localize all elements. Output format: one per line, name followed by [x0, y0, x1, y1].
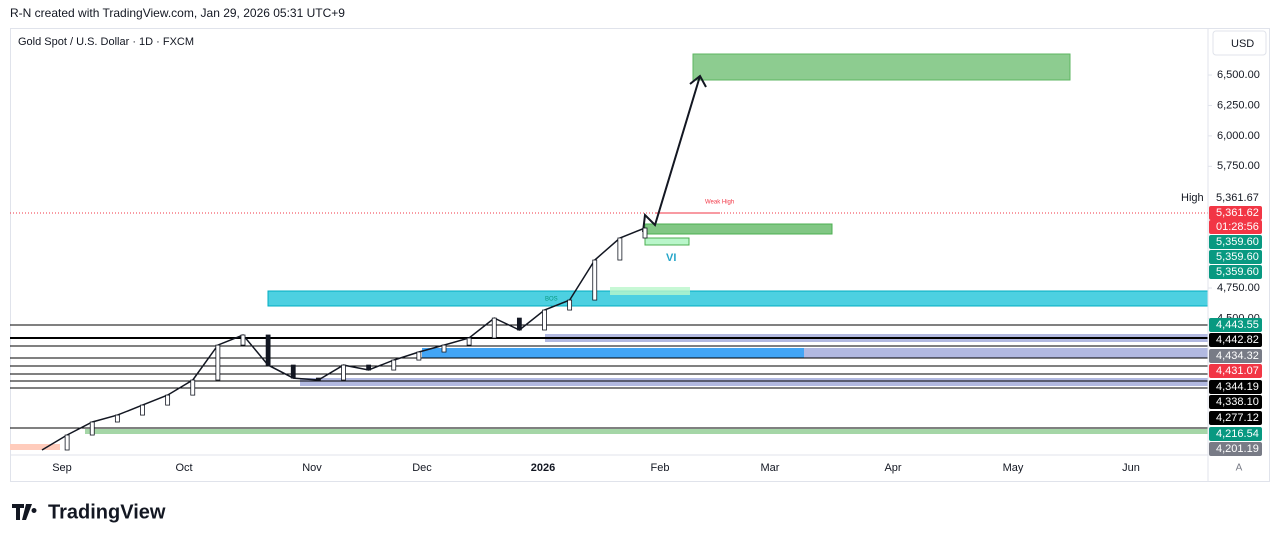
price-tag [1209, 364, 1262, 378]
candle [617, 237, 623, 261]
zone [85, 429, 1208, 434]
price-tag-label: 4,201.19 [1216, 443, 1259, 455]
price-tag [1209, 191, 1262, 205]
candle [140, 404, 145, 416]
level-lines [10, 324, 1208, 429]
y-tick-label: 4,750.00 [1217, 282, 1260, 294]
chart-frame [10, 28, 1270, 482]
logo [12, 504, 37, 520]
zone [644, 223, 833, 235]
candle [315, 377, 321, 381]
candle [89, 421, 95, 436]
candle [416, 351, 422, 361]
candle [391, 359, 397, 371]
candle [542, 309, 547, 331]
candle [190, 379, 196, 396]
scale-mode[interactable]: A [1236, 463, 1243, 474]
target-zone [692, 53, 1071, 81]
price-tag-label: 4,443.55 [1216, 319, 1259, 331]
zone [267, 290, 1209, 307]
price-tag [1209, 395, 1262, 409]
price-tag [1209, 349, 1262, 363]
candle [516, 317, 522, 331]
x-tick-label: 2026 [531, 462, 555, 474]
candle [341, 364, 346, 381]
candle [165, 394, 171, 406]
zone [422, 348, 804, 358]
y-tick-label: 5,750.00 [1217, 160, 1260, 172]
zone [422, 348, 1208, 358]
price-tag-label: 4,277.12 [1216, 412, 1259, 424]
annotation: Weak High [705, 200, 734, 206]
annotation: BOS [545, 297, 558, 303]
x-tick-label: Dec [412, 462, 432, 474]
price-tag-label: 5,359.60 [1216, 266, 1259, 278]
candle [64, 434, 70, 451]
candle [491, 317, 497, 339]
price-tag [1209, 220, 1262, 234]
candle [240, 334, 246, 346]
price-tag [1209, 206, 1262, 220]
price-tag-label: 4,434.32 [1216, 350, 1259, 362]
price-tag-label: 4,442.82 [1216, 334, 1259, 346]
annotation: VI [666, 252, 676, 264]
zone [610, 287, 690, 295]
price-tag [1209, 318, 1262, 332]
price-tag-label: 5,361.67 [1216, 192, 1259, 204]
price-tag [1209, 380, 1262, 394]
credit: R-N created with TradingView.com, Jan 29… [10, 6, 345, 20]
zone [10, 444, 60, 450]
candle [441, 344, 447, 353]
candle [642, 227, 648, 239]
currency-button[interactable] [1212, 30, 1267, 56]
candle [290, 364, 296, 379]
candle [114, 414, 120, 423]
price-tag [1209, 265, 1262, 279]
price-tag [1209, 333, 1262, 347]
price-tag [1209, 442, 1262, 456]
y-tick-label: 6,250.00 [1217, 99, 1260, 111]
price-tag-label: 01:28:56 [1216, 221, 1259, 233]
x-tick-label: Nov [302, 462, 322, 474]
x-tick-label: Oct [175, 462, 192, 474]
candle [466, 337, 472, 346]
price-tag-label: 5,359.60 [1216, 251, 1259, 263]
candle [265, 334, 271, 366]
price-tag [1209, 250, 1262, 264]
price-tag-label: 4,431.07 [1216, 365, 1259, 377]
y-tick-label: 6,000.00 [1217, 130, 1260, 142]
x-tick-label: Mar [761, 462, 780, 474]
projection-arrow [642, 75, 701, 233]
brand: TradingView [48, 501, 166, 523]
price-tag [1209, 411, 1262, 425]
x-tick-label: Jun [1122, 462, 1140, 474]
y-tick-label: 6,500.00 [1217, 69, 1260, 81]
high-label: High [1181, 192, 1204, 204]
x-tick-label: Sep [52, 462, 72, 474]
x-tick-label: May [1003, 462, 1024, 474]
price-tag [1209, 235, 1262, 249]
x-tick-label: Feb [651, 462, 670, 474]
candle [366, 364, 372, 371]
price-tag-label: 4,344.19 [1216, 381, 1259, 393]
price-tag [1209, 427, 1262, 441]
price-tag-label: 4,216.54 [1216, 428, 1259, 440]
candle [567, 299, 573, 311]
candle [215, 344, 221, 381]
price-tag-label: 5,359.60 [1216, 236, 1259, 248]
x-tick-label: Apr [884, 462, 901, 474]
arrow-head [689, 74, 707, 88]
price-tag-label: 5,361.62 [1216, 207, 1259, 219]
chart-title: Gold Spot / U.S. Dollar · 1D · FXCM [18, 36, 194, 48]
price-tag-label: 4,338.10 [1216, 396, 1259, 408]
currency: USD [1231, 38, 1254, 50]
zone [644, 237, 690, 246]
candle [592, 259, 598, 301]
zone [300, 378, 1208, 386]
